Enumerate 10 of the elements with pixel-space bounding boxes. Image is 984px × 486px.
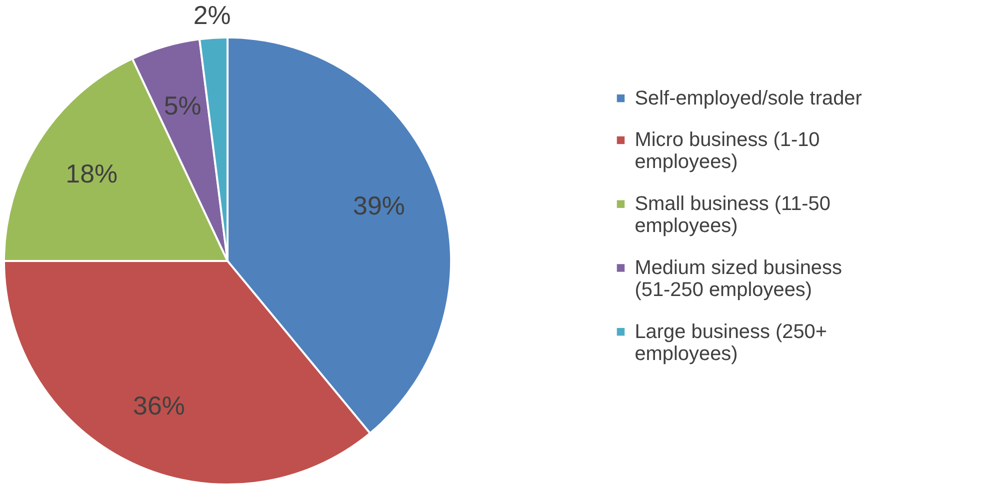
legend-label: Self-employed/sole trader	[634, 87, 862, 110]
data-label: 39%	[353, 192, 405, 220]
legend-label: Medium sized business (51-250 employees)	[634, 256, 842, 301]
data-label: 5%	[164, 92, 202, 120]
legend-label: Large business (250+ employees)	[634, 320, 828, 365]
data-label: 36%	[133, 392, 185, 421]
legend-label: Small business (11-50 employees)	[634, 193, 830, 238]
data-label: 18%	[66, 160, 118, 189]
legend-label: Micro business (1-10 employees)	[634, 129, 820, 174]
data-label: 2%	[193, 2, 231, 30]
